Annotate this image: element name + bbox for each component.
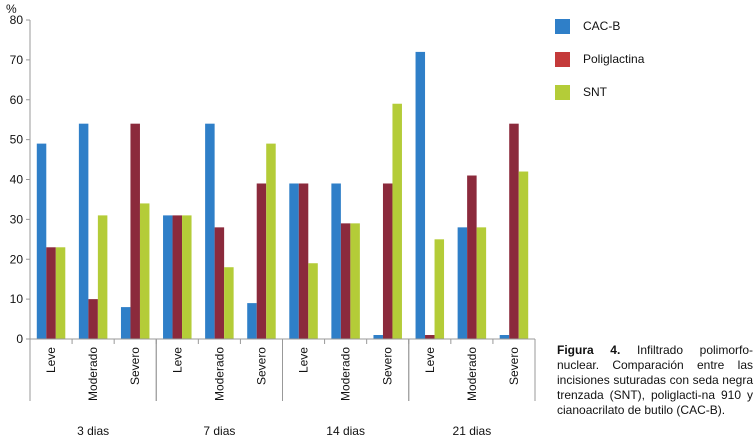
x-category-label: Leve [44,347,58,373]
y-tick-label: 0 [16,332,23,346]
bar-poliglactina [509,123,519,339]
x-group-label: 21 dias [453,424,492,438]
bar-cac-b [247,303,257,339]
x-group-label: 3 dias [77,424,109,438]
y-tick-label: 60 [10,93,24,107]
x-category-label: Severo [507,347,521,385]
bar-snt [266,143,276,339]
bar-cac-b [163,215,173,339]
x-group-label: 7 dias [203,424,235,438]
y-tick-label: 30 [10,212,24,226]
bar-snt [476,227,487,339]
y-axis-ticks: 0 10 20 30 40 50 60 70 80 [10,13,30,346]
x-category-label: Severo [128,347,142,385]
bar-cac-b [373,335,383,339]
bar-cac-b [205,123,215,339]
x-axis-category-labels: Leve Moderado Severo Leve Moderado Severo Leve… [29,339,536,401]
bar-snt [182,215,192,339]
bar-poliglactina [425,335,435,339]
y-tick-label: 10 [10,292,24,306]
x-group-label: 14 dias [326,424,365,438]
x-category-label: Moderado [86,347,100,401]
bar-poliglactina [340,223,351,339]
legend-swatch-snt [555,85,570,100]
bar-cac-b [415,51,426,340]
y-tick-label: 20 [10,252,24,266]
x-category-label: Moderado [339,347,353,401]
x-category-label: Leve [297,347,311,373]
bar-poliglactina [46,247,56,339]
x-category-label: Severo [254,347,268,385]
y-axis-unit-label: % [6,2,17,16]
y-tick-label: 70 [10,53,24,67]
x-category-label: Moderado [465,347,479,401]
legend-swatch-poliglactina [555,52,570,67]
bar-snt [224,267,234,339]
bars [36,51,529,340]
bar-cac-b [289,183,299,339]
bar-snt [97,215,108,339]
figure-caption: Figura 4. Infiltrado polimorfo-nuclear. … [557,343,753,418]
bar-snt [518,171,529,339]
figure-caption-text: Infiltrado polimorfo-nuclear. Comparació… [557,343,754,417]
bar-snt [55,247,66,339]
x-category-label: Leve [423,347,437,373]
bar-cac-b [36,143,47,339]
legend-label-snt: SNT [583,85,607,99]
bar-cac-b [499,335,510,339]
x-category-label: Moderado [212,347,226,401]
bar-snt [350,223,360,339]
bar-poliglactina [467,175,477,339]
bar-cac-b [331,183,341,339]
legend-label-poliglactina: Poliglactina [583,52,645,66]
bar-poliglactina [88,299,98,339]
legend-swatch-cac-b [555,19,570,34]
bar-poliglactina [214,227,225,339]
bar-snt [308,263,318,339]
bar-poliglactina [130,123,140,339]
x-axis-group-labels: 3 dias 7 dias 14 dias 21 dias [29,339,536,438]
x-category-label: Leve [170,347,184,373]
bar-poliglactina [256,183,267,339]
bar-cac-b [457,227,468,339]
bar-poliglactina [382,183,393,339]
bar-poliglactina [172,215,183,339]
figure-caption-label: Figura 4. [557,343,621,357]
y-tick-label: 40 [10,173,24,187]
bar-snt [434,239,445,339]
bar-cac-b [120,307,131,339]
bar-snt [392,103,402,339]
x-category-label: Severo [381,347,395,385]
bar-snt [139,203,150,339]
y-tick-label: 80 [10,13,24,27]
bar-poliglactina [298,183,309,339]
bar-cac-b [78,123,89,339]
legend-label-cac-b: CAC-B [583,19,621,33]
y-tick-label: 50 [10,133,24,147]
